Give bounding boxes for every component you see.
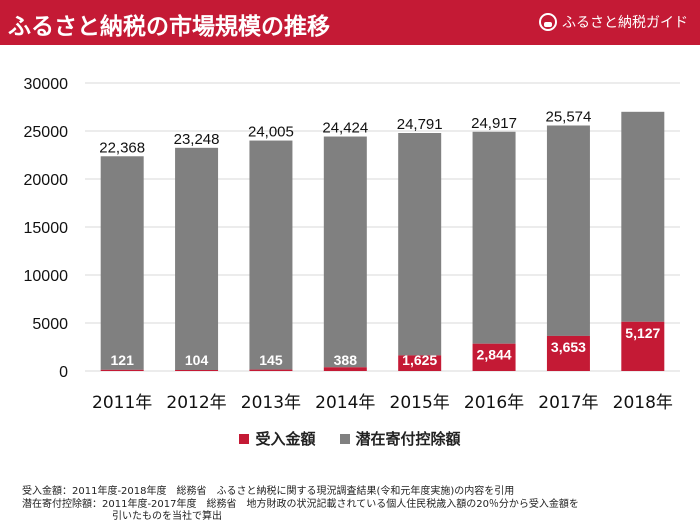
bar-potential [472, 131, 516, 344]
y-tick-label: 0 [59, 364, 68, 381]
data-label-potential: 24,005 [248, 124, 294, 141]
legend-swatch-received [239, 433, 250, 444]
note-potential-cont: 引いたものを当社で算出 [112, 511, 222, 522]
bar-received [249, 369, 293, 371]
y-tick-label: 20000 [24, 172, 69, 189]
x-tick-label: 2015年 [390, 393, 450, 413]
data-label-potential: 25,574 [545, 108, 591, 125]
data-label-received: 145 [259, 352, 283, 368]
x-tick-label: 2011年 [92, 393, 152, 413]
note-potential: 潜在寄付控除額：2011年度-2017年度 総務省 地方財政の状況記載されている… [22, 498, 579, 510]
legend-swatch-potential [339, 433, 350, 444]
y-tick-label: 25000 [24, 124, 69, 141]
bar-received [323, 367, 367, 371]
bar-potential [323, 136, 367, 368]
bar-chart: 0 5000 10000 15000 20000 25000 30000 22,368 121 2… [24, 76, 680, 413]
y-tick-label: 10000 [24, 268, 69, 285]
legend-item-potential: 潜在寄付控除額 [339, 428, 461, 449]
header-bar: ふるさと納税の市場規模の推移 ふるさと納税ガイド [0, 0, 700, 45]
bar-received [621, 321, 665, 371]
data-label-potential: 22,368 [99, 139, 145, 156]
data-label-potential: 24,791 [397, 116, 443, 133]
note-received: 受入金額：2011年度-2018年度 総務省 ふるさと納税に関する現況調査結果(… [22, 486, 515, 497]
y-tick-label: 15000 [24, 220, 69, 237]
bar-received [472, 343, 516, 371]
data-label-received: 2,844 [477, 347, 512, 363]
legend: 受入金額 潜在寄付控除額 [0, 428, 700, 449]
bar-potential [546, 125, 590, 336]
data-label-potential: 24,917 [471, 115, 517, 132]
bar-potential [621, 111, 665, 322]
data-label-potential: 24,424 [322, 120, 368, 137]
logo[interactable]: ふるさと納税ガイド [539, 12, 688, 32]
data-label-received: 121 [111, 352, 135, 368]
bar-potential [249, 140, 293, 370]
y-tick-label: 30000 [24, 76, 69, 93]
data-label-received: 388 [334, 352, 358, 368]
x-tick-label: 2017年 [538, 393, 598, 413]
bar-potential [100, 156, 144, 370]
y-tick-label: 5000 [32, 316, 68, 333]
data-label-received: 5,127 [625, 325, 660, 341]
x-tick-label: 2012年 [166, 393, 226, 413]
legend-label-received: 受入金額 [255, 430, 316, 448]
x-tick-label: 2016年 [464, 393, 524, 413]
data-label-received: 1,625 [402, 352, 437, 368]
bar-received [546, 335, 590, 371]
logo-icon [539, 13, 557, 31]
bar-received [398, 355, 442, 371]
bar-received [100, 369, 144, 371]
x-tick-label: 2014年 [315, 393, 375, 413]
logo-text: ふるさと納税ガイド [562, 15, 688, 31]
legend-item-received: 受入金額 [239, 428, 316, 449]
page-title: ふるさと納税の市場規模の推移 [8, 14, 330, 40]
data-label-potential: 23,248 [174, 131, 220, 148]
legend-label-potential: 潜在寄付控除額 [355, 430, 461, 448]
bar-potential [175, 147, 219, 371]
x-tick-label: 2013年 [241, 393, 301, 413]
bar-potential [398, 133, 442, 356]
x-tick-label: 2018年 [613, 393, 673, 413]
source-notes: 受入金額：2011年度-2018年度 総務省 ふるさと納税に関する現況調査結果(… [22, 486, 579, 524]
data-label-received: 3,653 [551, 339, 586, 355]
bar-received [175, 370, 219, 371]
data-label-received: 104 [185, 352, 209, 368]
